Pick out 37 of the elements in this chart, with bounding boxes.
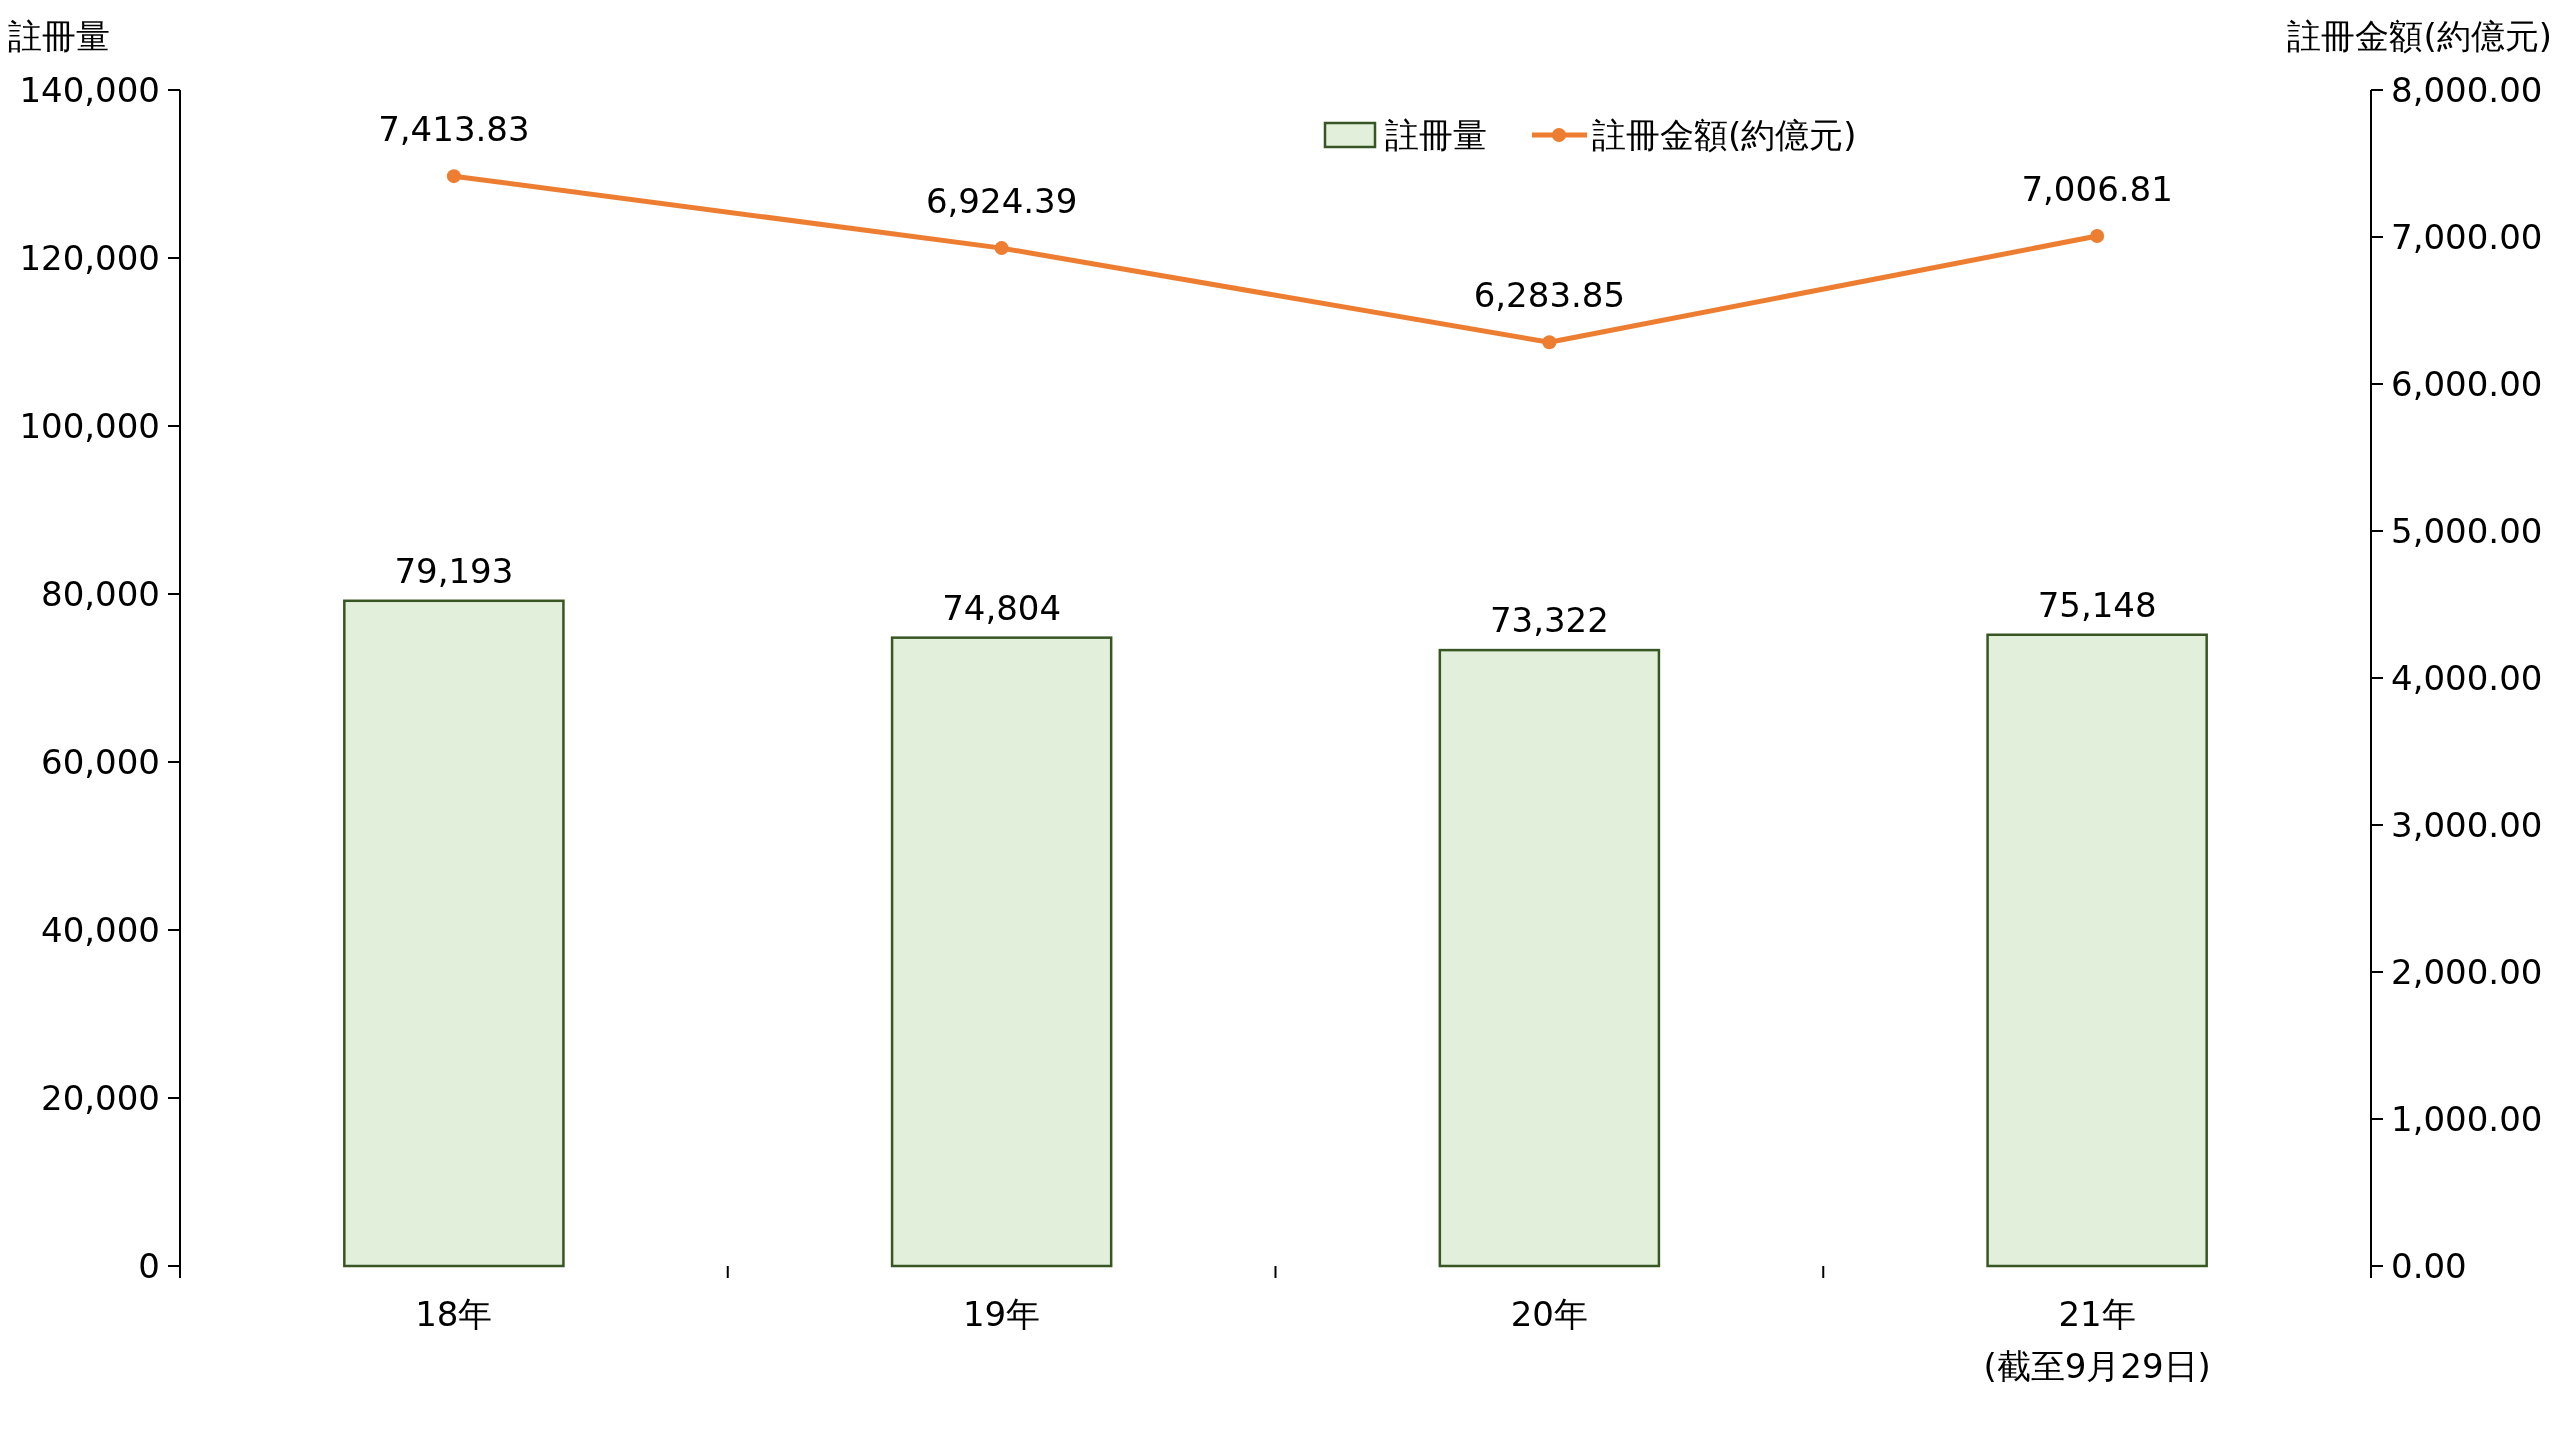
y2-tick-label: 8,000.00 bbox=[2391, 70, 2543, 110]
x-tick-label: 18年 bbox=[415, 1294, 493, 1334]
y-tick-label: 60,000 bbox=[41, 742, 160, 782]
y2-tick-label: 2,000.00 bbox=[2391, 952, 2543, 992]
point bbox=[994, 241, 1009, 256]
y2-axis-title: 註冊金額(約億元) bbox=[2287, 16, 2552, 56]
data-label: 7,413.83 bbox=[378, 109, 530, 150]
y-tick-label: 100,000 bbox=[19, 406, 160, 446]
y2-tick-label: 7,000.00 bbox=[2391, 217, 2543, 257]
legend-label: 註冊量 bbox=[1385, 115, 1487, 155]
data-label: 74,804 bbox=[942, 587, 1062, 628]
data-label: 6,283.85 bbox=[1473, 275, 1626, 316]
y-tick-label: 40,000 bbox=[41, 910, 160, 950]
y2-tick-label: 5,000.00 bbox=[2391, 511, 2543, 551]
data-label: 7,006.81 bbox=[2021, 169, 2173, 209]
y-tick-label: 140,000 bbox=[19, 70, 160, 110]
data-label: 79,193 bbox=[394, 550, 514, 591]
legend-label: 註冊金額(約億元) bbox=[1592, 115, 1857, 155]
x-tick-label: 21年 (截至9月29日) bbox=[1983, 1294, 2211, 1386]
y-tick-label: 120,000 bbox=[19, 238, 160, 278]
point bbox=[2090, 229, 2105, 243]
y2-tick-label: 4,000.00 bbox=[2391, 658, 2543, 698]
data-label: 75,148 bbox=[2037, 584, 2157, 625]
x-tick-label: 19年 bbox=[962, 1294, 1041, 1334]
y2-tick-label: 0.00 bbox=[2391, 1246, 2467, 1286]
y-tick-label: 20,000 bbox=[41, 1078, 160, 1118]
data-label: 6,924.39 bbox=[925, 181, 1078, 222]
point bbox=[446, 169, 461, 184]
point bbox=[1542, 335, 1557, 350]
y-tick-label: 0 bbox=[138, 1246, 160, 1286]
x-tick-label: 20年 bbox=[1510, 1294, 1589, 1334]
y2-tick-label: 6,000.00 bbox=[2391, 364, 2543, 404]
y2-tick-label: 3,000.00 bbox=[2391, 805, 2543, 845]
y-tick-label: 80,000 bbox=[41, 574, 160, 614]
y2-tick-label: 1,000.00 bbox=[2391, 1099, 2543, 1139]
data-label: 73,322 bbox=[1489, 600, 1609, 641]
y-axis-title: 註冊量 bbox=[8, 16, 110, 56]
